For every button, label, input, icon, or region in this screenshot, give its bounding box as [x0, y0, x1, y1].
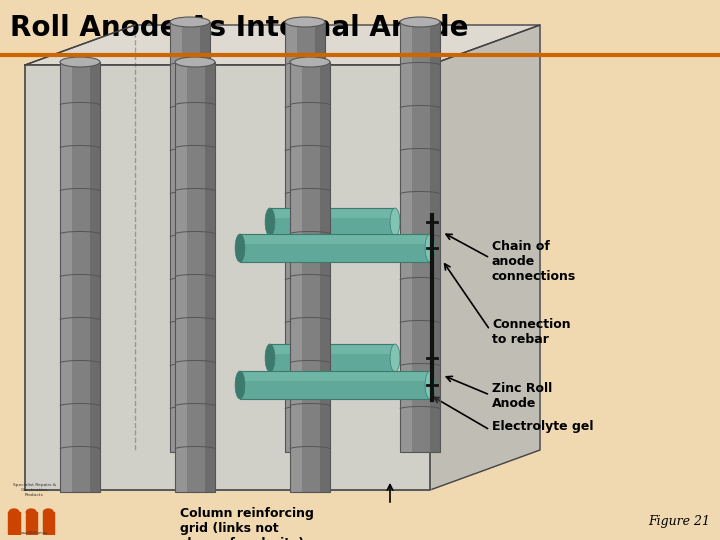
Ellipse shape — [170, 17, 210, 27]
Polygon shape — [270, 208, 395, 218]
Polygon shape — [430, 22, 440, 452]
Polygon shape — [290, 62, 330, 492]
Text: www.SRCRcom.au: www.SRCRcom.au — [21, 531, 48, 535]
Polygon shape — [25, 65, 430, 490]
Polygon shape — [240, 234, 430, 262]
Ellipse shape — [290, 57, 330, 67]
Polygon shape — [320, 62, 330, 492]
Text: Chain of
anode
connections: Chain of anode connections — [492, 240, 576, 283]
Polygon shape — [315, 22, 325, 452]
Polygon shape — [240, 371, 430, 399]
Ellipse shape — [26, 508, 37, 516]
Polygon shape — [270, 344, 395, 372]
Text: Specialist Repairs &
Construction
Products: Specialist Repairs & Construction Produc… — [12, 483, 56, 496]
Ellipse shape — [175, 57, 215, 67]
Polygon shape — [285, 22, 325, 452]
Polygon shape — [175, 62, 215, 492]
Text: Column reinforcing
grid (links not
shown for clarity): Column reinforcing grid (links not shown… — [180, 507, 314, 540]
Bar — [42, 512, 54, 534]
Text: Electrolyte gel: Electrolyte gel — [492, 420, 593, 433]
Polygon shape — [270, 344, 395, 354]
Polygon shape — [270, 208, 395, 236]
Polygon shape — [290, 62, 302, 492]
Polygon shape — [430, 25, 540, 490]
Ellipse shape — [9, 508, 19, 516]
Ellipse shape — [265, 344, 275, 372]
Polygon shape — [60, 62, 72, 492]
Polygon shape — [175, 62, 187, 492]
Polygon shape — [25, 25, 540, 65]
Polygon shape — [240, 371, 430, 381]
Ellipse shape — [425, 371, 435, 399]
Ellipse shape — [425, 234, 435, 262]
Polygon shape — [60, 62, 100, 492]
Polygon shape — [240, 234, 430, 244]
Polygon shape — [285, 22, 297, 452]
Polygon shape — [170, 22, 210, 452]
Ellipse shape — [390, 344, 400, 372]
Text: Connection
to rebar: Connection to rebar — [492, 318, 571, 346]
Ellipse shape — [235, 371, 245, 399]
Polygon shape — [90, 62, 100, 492]
Ellipse shape — [285, 17, 325, 27]
Text: Figure 21: Figure 21 — [648, 515, 710, 528]
Ellipse shape — [42, 508, 54, 516]
Ellipse shape — [235, 234, 245, 262]
Text: Roll Anode As Internal Anode: Roll Anode As Internal Anode — [10, 14, 469, 42]
Polygon shape — [400, 22, 440, 452]
Bar — [9, 512, 19, 534]
Polygon shape — [205, 62, 215, 492]
Ellipse shape — [400, 17, 440, 27]
Polygon shape — [200, 22, 210, 452]
Text: Zinc Roll
Anode: Zinc Roll Anode — [492, 382, 552, 410]
Ellipse shape — [390, 208, 400, 236]
Ellipse shape — [265, 208, 275, 236]
Polygon shape — [170, 22, 182, 452]
Ellipse shape — [60, 57, 100, 67]
Polygon shape — [400, 22, 412, 452]
Bar — [26, 512, 37, 534]
